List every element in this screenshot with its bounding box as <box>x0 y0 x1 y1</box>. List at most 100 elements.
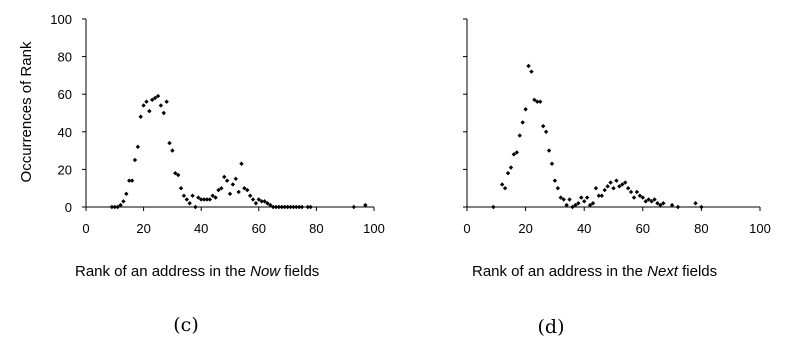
scatter-points-c <box>109 93 368 210</box>
data-point-d <box>593 186 599 191</box>
data-point-c <box>250 197 256 202</box>
data-point-c <box>213 195 218 200</box>
x-tick-label-d: 20 <box>518 221 532 236</box>
x-tick-label-d: 60 <box>636 221 650 236</box>
data-point-c <box>273 204 279 210</box>
data-point-c <box>262 199 267 204</box>
data-point-d <box>584 195 590 200</box>
data-point-c <box>190 193 195 198</box>
data-point-d <box>599 193 604 198</box>
data-point-c <box>118 202 123 208</box>
data-point-c <box>127 178 132 183</box>
data-point-d <box>614 178 619 183</box>
data-point-d <box>646 197 651 202</box>
data-point-d <box>576 201 581 206</box>
data-point-c <box>245 187 250 193</box>
data-point-d <box>564 202 569 208</box>
data-point-c <box>268 202 273 208</box>
data-point-d <box>625 186 631 191</box>
data-point-c <box>282 204 287 210</box>
chart-panel-c: 0 20 40 60 80 100 0 20 40 60 80 100 Occurrences of… <box>18 12 385 336</box>
data-point-c <box>147 108 152 114</box>
data-point-c <box>230 182 236 187</box>
data-point-d <box>523 107 528 112</box>
data-point-c <box>173 170 178 176</box>
data-point-d <box>508 165 514 170</box>
data-point-c <box>224 178 230 183</box>
data-point-d <box>502 186 508 191</box>
data-point-c <box>109 204 115 210</box>
data-point-d <box>661 201 666 206</box>
chart-panel-d: 0 20 40 60 80 100 Rank of an address in the N… <box>463 18 771 338</box>
y-tick-label-c: 80 <box>58 50 72 65</box>
data-point-c <box>216 187 221 193</box>
data-point-c <box>279 204 285 210</box>
data-point-d <box>538 99 543 104</box>
y-axis-title-c: Occurrences of Rank <box>18 41 35 182</box>
data-point-d <box>579 195 584 200</box>
data-point-d <box>634 189 640 195</box>
data-point-d <box>567 197 572 202</box>
data-point-d <box>652 197 657 202</box>
data-point-c <box>276 204 282 210</box>
data-point-c <box>161 110 166 116</box>
data-point-d <box>514 150 520 155</box>
data-point-c <box>222 174 227 180</box>
data-point-d <box>605 184 610 189</box>
data-point-c <box>247 193 253 198</box>
y-ticks-c: 0 20 40 60 80 100 <box>50 12 86 215</box>
data-point-d <box>582 199 587 204</box>
x-tick-label-d: 80 <box>694 221 708 236</box>
data-point-d <box>517 133 522 138</box>
x-axis-title-d-prefix: Rank of an address in the <box>472 263 647 280</box>
data-point-d <box>699 204 704 210</box>
data-point-c <box>265 201 270 206</box>
data-point-d <box>596 193 602 198</box>
data-point-c <box>227 191 233 197</box>
data-point-d <box>658 202 663 208</box>
data-point-c <box>308 204 313 210</box>
data-point-d <box>631 195 637 200</box>
data-point-c <box>219 186 224 191</box>
data-point-d <box>611 186 616 191</box>
data-point-c <box>299 204 305 210</box>
panel-caption-c: (c) <box>173 314 198 336</box>
x-axis-title-c-prefix: Rank of an address in the <box>75 263 250 280</box>
data-point-c <box>141 103 146 108</box>
x-tick-label-c: 40 <box>194 221 208 236</box>
data-point-c <box>152 95 158 101</box>
x-tick-label-c: 80 <box>309 221 323 236</box>
scatter-points-d <box>491 63 704 210</box>
y-tick-label-c: 40 <box>58 125 72 140</box>
x-axis-title-c-emphasis: Now <box>250 263 281 280</box>
data-point-d <box>640 195 645 200</box>
data-point-c <box>193 204 198 210</box>
data-point-c <box>239 161 244 166</box>
data-point-c <box>271 204 276 210</box>
x-ticks-c: 0 20 40 60 80 100 <box>82 207 385 236</box>
data-point-d <box>549 161 555 166</box>
data-point-c <box>150 97 155 103</box>
data-point-d <box>558 195 563 200</box>
data-point-c <box>288 204 293 210</box>
x-axis-title-c-suffix: fields <box>280 263 319 280</box>
data-point-d <box>543 129 549 134</box>
data-point-c <box>294 204 299 210</box>
data-point-c <box>305 204 310 210</box>
data-point-d <box>643 199 648 204</box>
data-point-c <box>296 204 302 210</box>
data-point-c <box>175 172 181 178</box>
data-point-c <box>121 199 126 204</box>
x-tick-label-c: 100 <box>363 221 385 236</box>
data-point-c <box>124 191 129 197</box>
data-point-c <box>184 197 189 202</box>
data-point-c <box>204 197 210 202</box>
data-point-c <box>291 204 296 210</box>
data-point-d <box>529 69 534 74</box>
data-point-c <box>236 189 241 195</box>
data-point-c <box>129 178 135 183</box>
data-point-c <box>181 193 187 198</box>
data-point-d <box>587 202 593 208</box>
panel-caption-d: (d) <box>538 316 565 338</box>
